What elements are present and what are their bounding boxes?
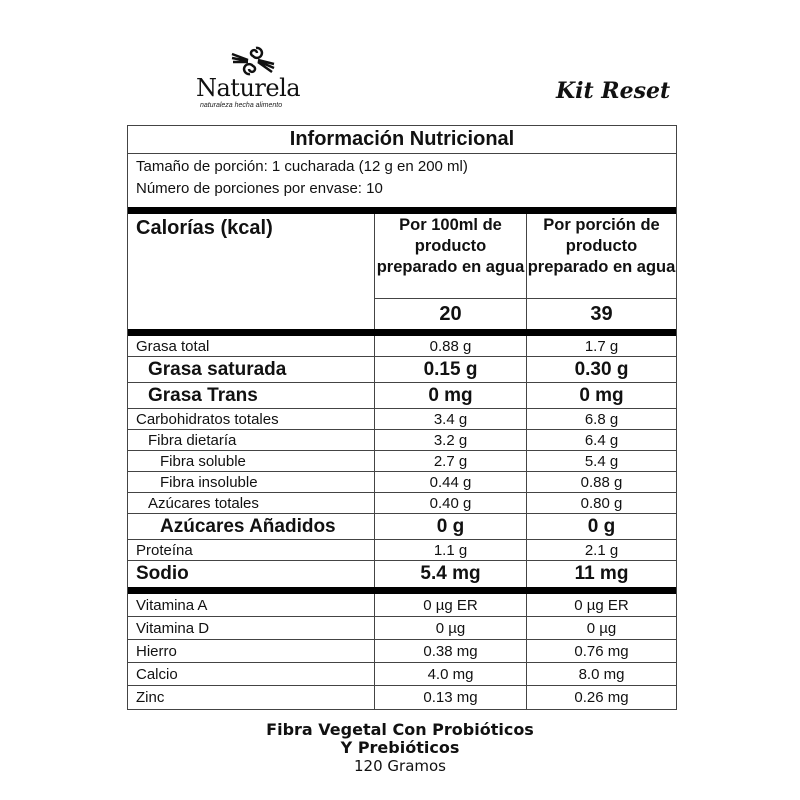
brand-logo: Naturela naturaleza hecha alimento <box>196 44 316 114</box>
nutrient-name: Grasa total <box>128 336 375 356</box>
nutrient-name: Hierro <box>128 640 375 662</box>
nutrient-name: Carbohidratos totales <box>128 409 375 429</box>
value-per-serving: 2.1 g <box>584 542 619 559</box>
brand-tagline: naturaleza hecha alimento <box>200 102 283 109</box>
value-per-serving: 0 µg <box>586 620 617 637</box>
nutrient-row: Calcio 4.0 mg 8.0 mg <box>128 663 676 686</box>
calories-section: Calorías (kcal) Por 100ml de producto pr… <box>128 214 676 329</box>
calories-label: Calorías (kcal) <box>128 214 375 329</box>
value-per-100ml: 0 g <box>375 514 527 539</box>
product-line: Kit Reset <box>556 78 671 104</box>
product-name-line1: Fibra Vegetal Con Probióticos <box>266 720 534 739</box>
value-per-100ml: 3.4 g <box>375 409 527 429</box>
calories-value: 20 <box>439 303 462 325</box>
nutrient-row: Proteína 1.1 g 2.1 g <box>128 540 676 561</box>
value-per-100ml: 3.2 g <box>375 430 527 450</box>
calories-value: 39 <box>590 303 613 325</box>
table-title: Información Nutricional <box>128 126 676 154</box>
net-weight: 120 Gramos <box>354 757 446 775</box>
product-name-line2: Y Prebióticos <box>340 738 460 757</box>
nutrient-name: Fibra insoluble <box>128 472 375 492</box>
nutrient-row: Azúcares totales 0.40 g 0.80 g <box>128 493 676 514</box>
value-per-100ml: 0.44 g <box>375 472 527 492</box>
value-per-serving: 8.0 mg <box>578 666 625 683</box>
nutrient-name: Azúcares Añadidos <box>128 514 375 539</box>
nutrient-name: Proteína <box>128 540 375 560</box>
nutrient-row: Zinc 0.13 mg 0.26 mg <box>128 686 676 709</box>
value-per-100ml: 0.13 mg <box>375 686 527 709</box>
nutrient-rows: Grasa total 0.88 g 1.7 g Grasa saturada 0.15… <box>128 336 676 587</box>
value-per-100ml: 0 µg <box>375 617 527 639</box>
column-per-serving: Por porción de producto preparado en agu… <box>527 214 676 329</box>
nutrient-row: Fibra insoluble 0.44 g 0.88 g <box>128 472 676 493</box>
nutrient-row: Fibra dietaría 3.2 g 6.4 g <box>128 430 676 451</box>
column-header: Por 100ml de producto preparado en agua <box>375 214 526 299</box>
value-per-serving: 0.26 mg <box>574 689 629 706</box>
divider <box>128 587 676 594</box>
nutrient-name: Calcio <box>128 663 375 685</box>
nutrient-name: Grasa Trans <box>128 383 375 408</box>
nutrient-row: Grasa total 0.88 g 1.7 g <box>128 336 676 357</box>
value-per-serving: 11 mg <box>574 563 629 584</box>
nutrient-name: Azúcares totales <box>128 493 375 513</box>
nutrient-name: Vitamina A <box>128 594 375 616</box>
spiral-hands-icon <box>231 46 275 76</box>
brand-name: Naturela <box>196 74 301 102</box>
value-per-100ml: 4.0 mg <box>375 663 527 685</box>
value-per-serving: 0.80 g <box>580 495 623 512</box>
nutrient-name: Fibra dietaría <box>128 430 375 450</box>
value-per-serving: 0 mg <box>579 385 624 406</box>
servings-per-container: Número de porciones por envase: 10 <box>136 180 383 197</box>
serving-size: Tamaño de porción: 1 cucharada (12 g en … <box>136 158 468 175</box>
serving-info: Tamaño de porción: 1 cucharada (12 g en … <box>128 154 676 207</box>
nutrient-name: Zinc <box>128 686 375 709</box>
value-per-serving: 0 µg ER <box>574 597 629 614</box>
value-per-100ml: 0 µg ER <box>375 594 527 616</box>
column-per-100ml: Por 100ml de producto preparado en agua … <box>375 214 527 329</box>
nutrition-table: Información Nutricional Tamaño de porció… <box>127 125 677 710</box>
value-per-100ml: 0.15 g <box>375 357 527 382</box>
product-description: Fibra Vegetal Con Probióticos Y Prebióti… <box>0 721 800 776</box>
nutrient-name: Grasa saturada <box>128 357 375 382</box>
value-per-serving: 6.4 g <box>584 432 619 449</box>
nutrient-row: Fibra soluble 2.7 g 5.4 g <box>128 451 676 472</box>
nutrient-row: Hierro 0.38 mg 0.76 mg <box>128 640 676 663</box>
divider <box>128 207 676 214</box>
value-per-serving: 0.76 mg <box>574 643 629 660</box>
value-per-100ml: 1.1 g <box>375 540 527 560</box>
value-per-serving: 1.7 g <box>584 338 619 355</box>
value-per-serving: 0 g <box>587 516 616 537</box>
value-per-100ml: 0 mg <box>375 383 527 408</box>
value-per-100ml: 2.7 g <box>375 451 527 471</box>
nutrient-row: Grasa Trans 0 mg 0 mg <box>128 383 676 409</box>
nutrient-name: Fibra soluble <box>128 451 375 471</box>
value-per-100ml: 0.88 g <box>375 336 527 356</box>
divider <box>128 329 676 336</box>
nutrient-row: Carbohidratos totales 3.4 g 6.8 g <box>128 409 676 430</box>
nutrient-name: Sodio <box>128 561 375 587</box>
value-per-100ml: 0.38 mg <box>375 640 527 662</box>
value-per-100ml: 5.4 mg <box>375 561 527 587</box>
value-per-serving: 6.8 g <box>584 411 619 428</box>
nutrient-row: Sodio 5.4 mg 11 mg <box>128 561 676 587</box>
column-header: Por porción de producto preparado en agu… <box>527 214 676 299</box>
value-per-serving: 0.30 g <box>574 359 629 380</box>
nutrient-name: Vitamina D <box>128 617 375 639</box>
value-per-serving: 5.4 g <box>584 453 619 470</box>
value-per-serving: 0.88 g <box>580 474 623 491</box>
value-per-100ml: 0.40 g <box>375 493 527 513</box>
nutrient-row: Grasa saturada 0.15 g 0.30 g <box>128 357 676 383</box>
